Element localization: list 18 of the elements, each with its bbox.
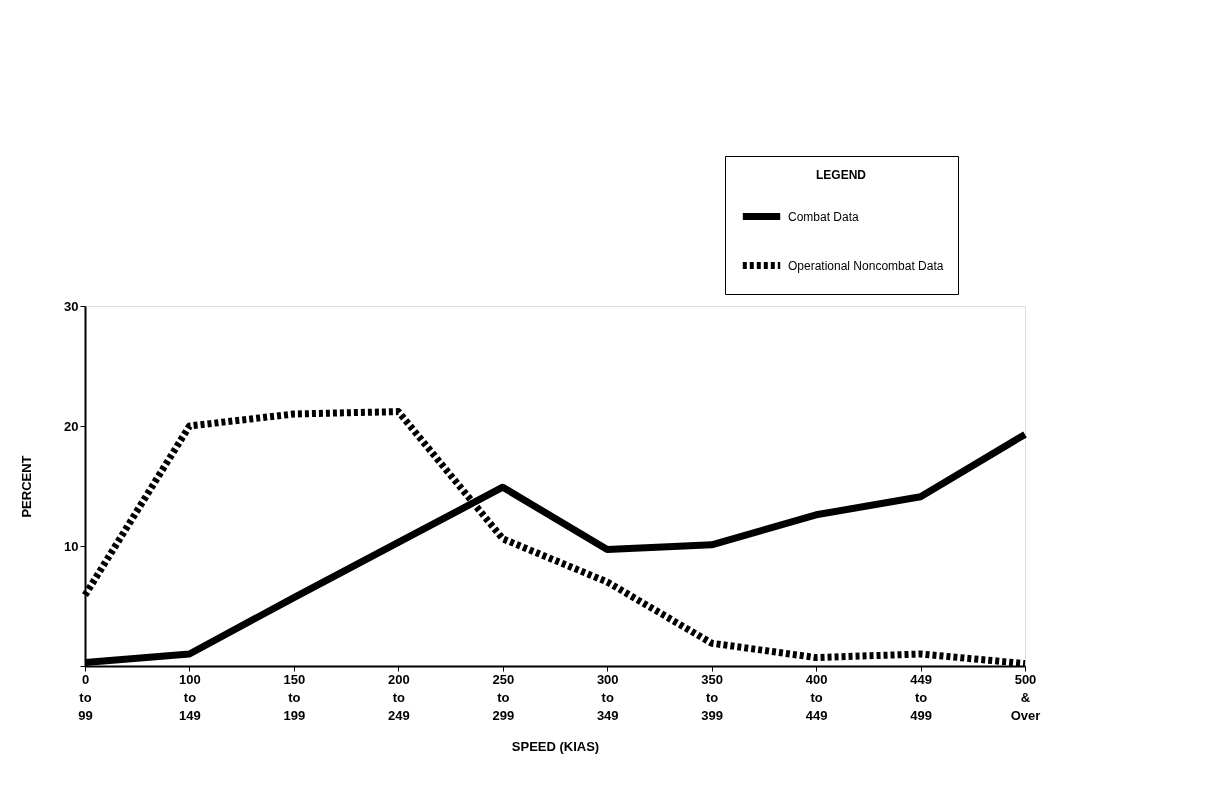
x-tick-label: 250 to 299 — [492, 671, 515, 723]
legend-title: LEGEND — [815, 168, 867, 182]
x-tick-label: 500 & Over — [1010, 671, 1041, 723]
legend-label: Operational Noncombat Data — [788, 258, 944, 273]
x-tick-label: 449 to 499 — [910, 671, 932, 723]
x-axis-title: SPEED (KIAS) — [511, 738, 600, 754]
y-tick-label: 30 — [64, 298, 79, 314]
x-tick-label: 0 to 99 — [78, 671, 93, 723]
x-tick-label: 200 to 249 — [387, 671, 410, 723]
y-tick-label: 20 — [64, 418, 79, 434]
x-tick-label: 300 to 349 — [596, 671, 619, 723]
y-tick-label: 10 — [64, 538, 79, 554]
x-tick-label: 400 to 449 — [805, 671, 828, 723]
y-axis-title: PERCENT — [19, 455, 35, 518]
x-tick-label: 100 to 149 — [179, 671, 201, 723]
legend-label: Combat Data — [788, 209, 860, 224]
x-tick-label: 350 to 399 — [701, 671, 724, 723]
x-tick-label: 150 to 199 — [283, 671, 306, 723]
